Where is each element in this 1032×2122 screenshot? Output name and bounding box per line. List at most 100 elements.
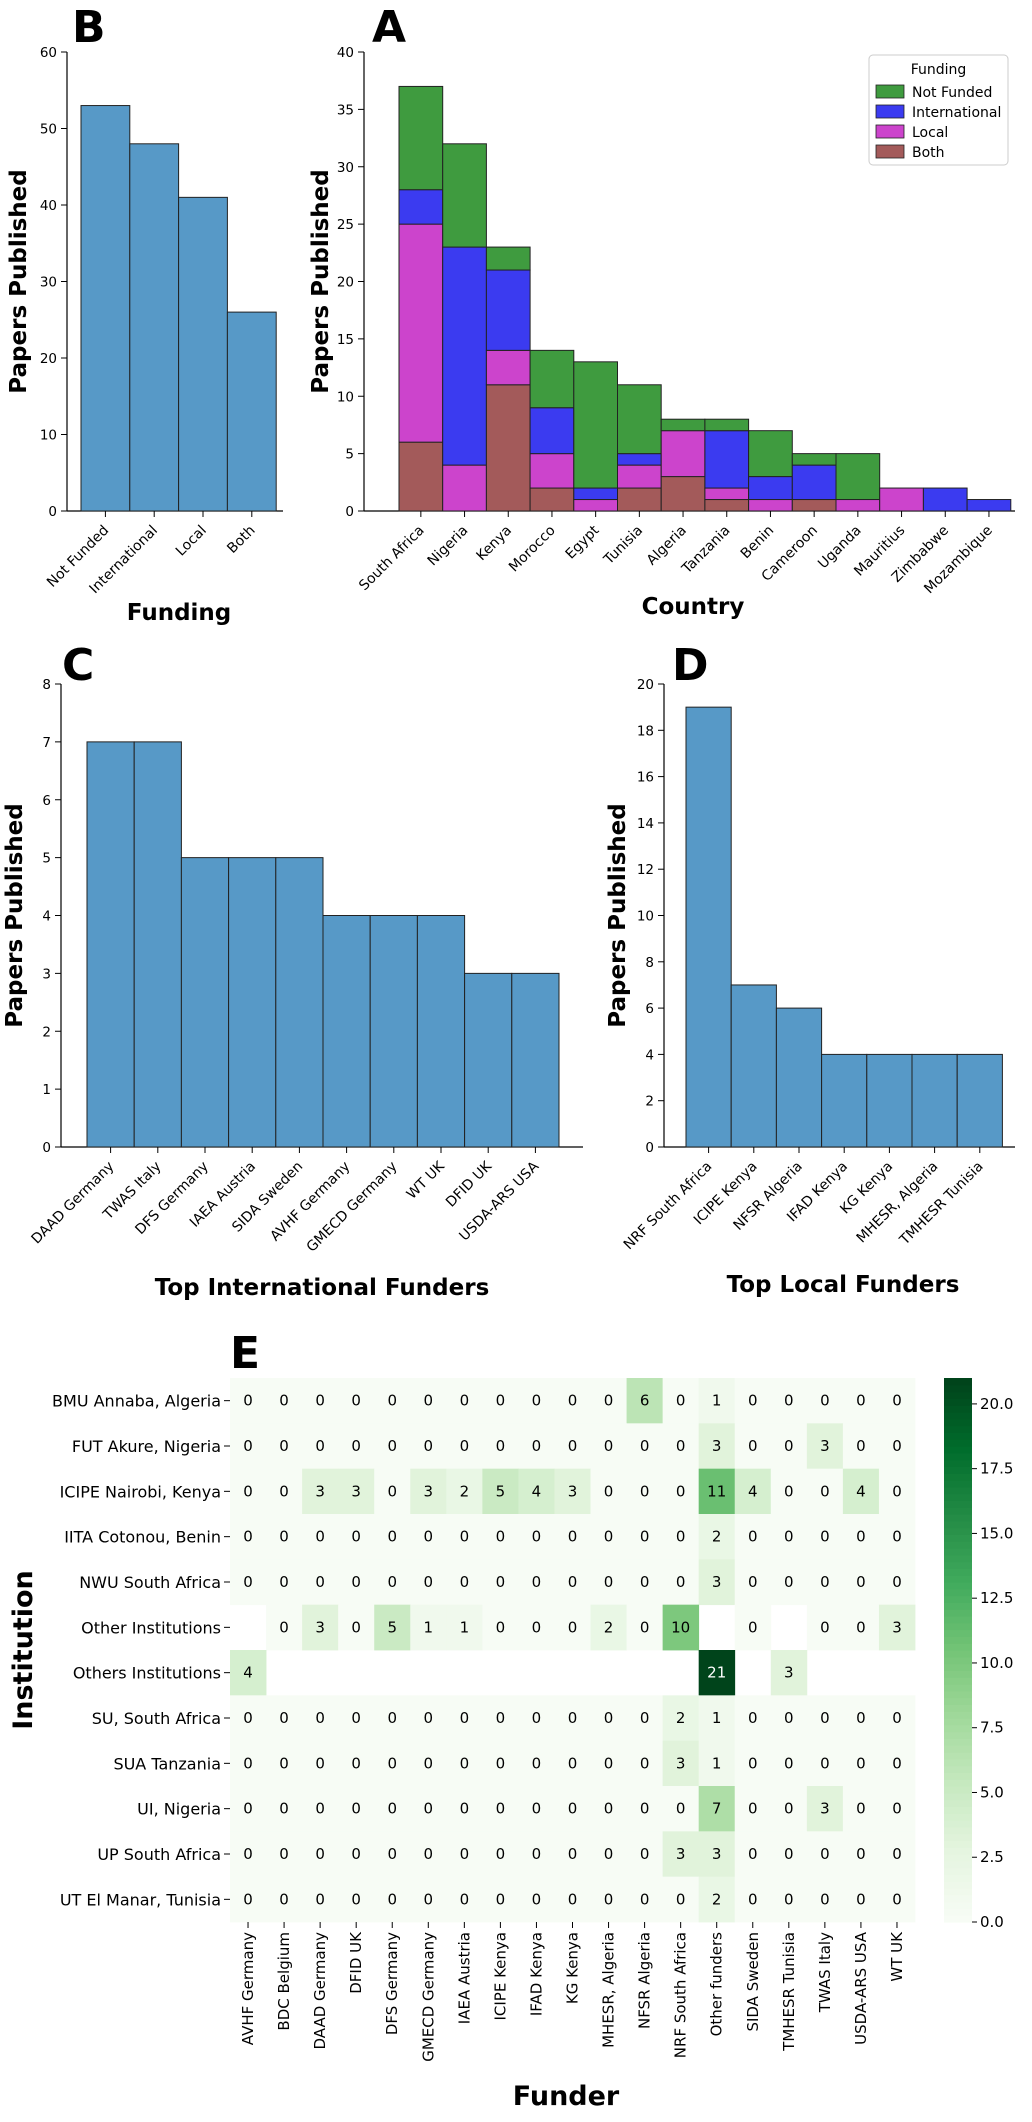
heatmap-cell <box>842 1559 880 1606</box>
column-label: MHESR, Algeria <box>600 1932 618 2048</box>
bar-segment <box>791 464 837 501</box>
heatmap-cell <box>806 1423 844 1470</box>
colorbar-tick-label: 17.5 <box>980 1460 1013 1478</box>
heatmap-cell <box>662 1876 700 1923</box>
x-tick-label: Local <box>173 523 210 560</box>
colorbar-segment <box>944 1439 972 1447</box>
heatmap-cell-label: 0 <box>568 1754 578 1772</box>
legend-label: International <box>912 105 1001 121</box>
y-tick-label: 6 <box>645 1001 654 1017</box>
heatmap-cell-label: 0 <box>856 1528 866 1546</box>
heatmap-cell-label: 0 <box>387 1754 397 1772</box>
heatmap-cell <box>266 1514 303 1560</box>
heatmap-cell <box>626 1831 664 1878</box>
legend-swatch <box>875 84 905 99</box>
heatmap-cell <box>698 1876 736 1923</box>
heatmap-cell <box>482 1831 519 1878</box>
heatmap-cell <box>482 1876 519 1923</box>
heatmap-cell <box>410 1876 447 1923</box>
heatmap-cell-label: 0 <box>315 1890 325 1908</box>
colorbar-segment <box>944 1908 972 1916</box>
heatmap-cell-label: 0 <box>279 1618 289 1636</box>
heatmap-cell-label: 0 <box>279 1573 289 1591</box>
bar-segment <box>748 430 793 478</box>
heatmap-cell <box>482 1604 519 1651</box>
heatmap-cell-label: 0 <box>243 1754 253 1772</box>
heatmap-cell-label: 0 <box>676 1573 686 1591</box>
heatmap-cell <box>482 1740 519 1787</box>
heatmap-cell-label: 0 <box>604 1528 614 1546</box>
heatmap-cell <box>518 1831 555 1878</box>
heatmap-cell <box>266 1604 303 1651</box>
bar-segment <box>660 430 706 478</box>
heatmap-cell <box>554 1559 591 1606</box>
column-label: DAAD Germany <box>311 1932 329 2050</box>
heatmap-cell <box>374 1740 411 1787</box>
heatmap-cell-label: 3 <box>424 1482 434 1500</box>
colorbar-segment <box>944 1473 972 1481</box>
heatmap-cell-label: 0 <box>604 1754 614 1772</box>
colorbar-segment <box>944 1867 972 1875</box>
heatmap-cell <box>230 1559 267 1606</box>
heatmap-cell-label: 0 <box>820 1482 830 1500</box>
heatmap-cell <box>554 1740 591 1787</box>
x-axis-title: Top Local Funders <box>727 1272 960 1298</box>
bar-segment <box>573 487 618 501</box>
heatmap-cell-label: 0 <box>243 1890 253 1908</box>
heatmap-cell <box>374 1604 411 1651</box>
y-tick-label: 14 <box>637 816 654 832</box>
heatmap-cell <box>770 1786 808 1832</box>
heatmap-cell <box>266 1740 303 1787</box>
panel-letter: A <box>372 2 406 53</box>
heatmap-cell-label: 0 <box>424 1709 434 1727</box>
heatmap-cell <box>734 1468 772 1515</box>
bar-segment <box>617 453 662 466</box>
heatmap-cell-label: 0 <box>820 1845 830 1863</box>
heatmap-cell-label: 0 <box>279 1800 289 1818</box>
heatmap-cell-label: 0 <box>532 1573 542 1591</box>
heatmap-cell <box>266 1786 303 1832</box>
heatmap-cell-label: 0 <box>460 1392 470 1410</box>
colorbar-segment <box>944 1425 972 1433</box>
bar-segment <box>529 407 575 455</box>
heatmap-cell <box>554 1604 591 1651</box>
heatmap-cell-label: 3 <box>820 1800 830 1818</box>
bar <box>129 143 180 512</box>
y-tick-label: 1 <box>42 1082 51 1098</box>
heatmap-cell <box>842 1740 880 1787</box>
bar-segment <box>791 453 837 466</box>
heatmap-cell <box>230 1786 267 1832</box>
heatmap-cell-label: 0 <box>532 1528 542 1546</box>
heatmap-cell <box>230 1876 267 1923</box>
heatmap-cell-label: 0 <box>496 1437 506 1455</box>
heatmap-cell-label: 0 <box>568 1528 578 1546</box>
heatmap-cell <box>590 1740 627 1787</box>
heatmap-cell-label: 0 <box>496 1709 506 1727</box>
y-tick-label: 20 <box>40 351 57 367</box>
heatmap-cell <box>878 1786 916 1832</box>
heatmap-cell <box>266 1695 303 1742</box>
colorbar-segment <box>944 1806 972 1814</box>
heatmap-cell-label: 4 <box>532 1482 542 1500</box>
heatmap-cell-label: 0 <box>351 1800 361 1818</box>
x-tick-label: Morocco <box>506 523 559 576</box>
colorbar-segment <box>944 1616 972 1624</box>
heatmap-cell-label: 4 <box>243 1664 253 1682</box>
heatmap-cell <box>806 1831 844 1878</box>
colorbar-segment <box>944 1690 972 1699</box>
legend-label: Local <box>912 125 948 141</box>
heatmap-cell-label: 0 <box>892 1482 902 1500</box>
heatmap-cell <box>482 1786 519 1832</box>
heatmap-cell-label: 0 <box>387 1890 397 1908</box>
heatmap-cell <box>518 1378 555 1424</box>
row-label: UT El Manar, Tunisia <box>60 1890 221 1909</box>
y-axis-title: Papers Published <box>308 169 334 393</box>
heatmap-cell <box>410 1378 447 1424</box>
heatmap-cell-label: 0 <box>315 1845 325 1863</box>
heatmap-cell-label: 0 <box>532 1890 542 1908</box>
heatmap-cell <box>662 1559 700 1606</box>
heatmap-cell <box>842 1876 880 1923</box>
heatmap-cell-label: 0 <box>424 1573 434 1591</box>
panel-letter: B <box>72 2 106 53</box>
